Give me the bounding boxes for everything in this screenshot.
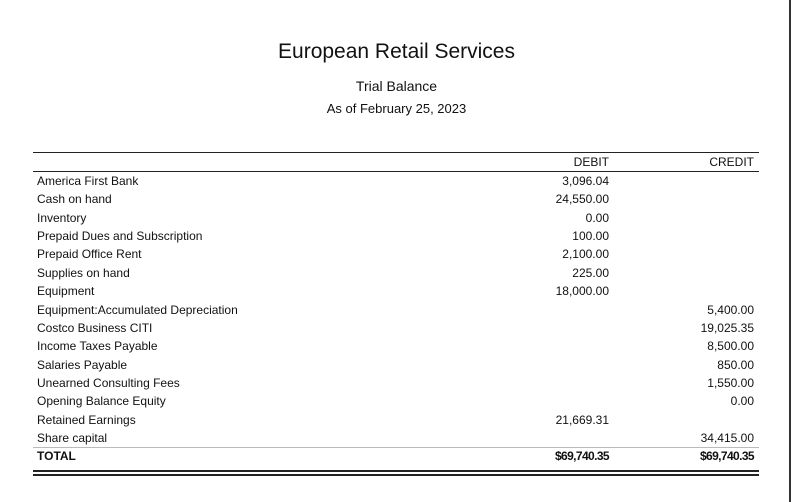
table-row: Costco Business CITI 19,025.35 (33, 319, 759, 337)
debit-value: 100.00 (572, 229, 609, 244)
credit-header: CREDIT (709, 155, 754, 169)
credit-value: 19,025.35 (700, 320, 754, 335)
account-name: Salaries Payable (37, 357, 128, 372)
account-name: Inventory (37, 210, 87, 225)
table-row: Retained Earnings 21,669.31 (33, 411, 759, 429)
table-row: Cash on hand 24,550.00 (33, 190, 759, 208)
account-name: Supplies on hand (37, 265, 130, 280)
debit-value: 3,096.04 (562, 174, 609, 188)
report-date: As of February 25, 2023 (326, 101, 467, 116)
account-name: Prepaid Office Rent (37, 247, 142, 262)
report-title: Trial Balance (355, 78, 438, 94)
account-name: Income Taxes Payable (37, 339, 158, 354)
account-name: Equipment:Accumulated Depreciation (37, 302, 238, 317)
debit-header: DEBIT (573, 155, 609, 169)
total-label: TOTAL (37, 449, 76, 463)
total-debit: $69,740.35 (554, 449, 610, 463)
table-row: Prepaid Dues and Subscription 100.00 (33, 227, 759, 245)
table-row: America First Bank 3,096.04 (33, 172, 759, 190)
account-name: Share capital (37, 431, 108, 446)
header-rule (33, 171, 759, 172)
table-row: Inventory 0.00 (33, 209, 759, 227)
debit-value: 0.00 (585, 210, 609, 225)
double-rule-top (33, 470, 759, 472)
account-name: Retained Earnings (37, 412, 136, 427)
debit-value: 24,550.00 (555, 192, 609, 207)
top-rule (33, 152, 759, 153)
total-row: TOTAL $69,740.35 $69,740.35 (33, 447, 759, 465)
table-row: Opening Balance Equity 0.00 (33, 392, 759, 410)
debit-value: 18,000.00 (555, 284, 609, 299)
account-name: Costco Business CITI (37, 320, 153, 335)
total-credit: $69,740.35 (699, 449, 755, 463)
debit-value: 21,669.31 (555, 412, 609, 427)
debit-value: 225.00 (572, 265, 609, 280)
total-rule (33, 447, 759, 448)
table-row: Salaries Payable 850.00 (33, 356, 759, 374)
table-row: Prepaid Office Rent 2,100.00 (33, 245, 759, 263)
credit-value: 34,415.00 (700, 431, 754, 446)
table-row: Equipment:Accumulated Depreciation 5,400.… (33, 301, 759, 319)
credit-value: 850.00 (717, 357, 754, 372)
account-name: Cash on hand (37, 192, 112, 207)
debit-value: 2,100.00 (562, 247, 609, 262)
account-name: Opening Balance Equity (37, 394, 166, 409)
account-name: Prepaid Dues and Subscription (37, 229, 203, 244)
credit-value: 5,400.00 (707, 302, 754, 317)
table-row: Unearned Consulting Fees 1,550.00 (33, 374, 759, 392)
credit-value: 8,500.00 (707, 339, 754, 354)
table-row: Income Taxes Payable 8,500.00 (33, 337, 759, 355)
table-row: Supplies on hand 225.00 (33, 264, 759, 282)
table-row: Share capital 34,415.00 (33, 429, 759, 447)
credit-value: 1,550.00 (707, 375, 754, 390)
page-edge (789, 0, 791, 502)
column-header-row: DEBIT CREDIT (33, 153, 759, 171)
account-name: America First Bank (37, 174, 139, 188)
table-row: Equipment 18,000.00 (33, 282, 759, 300)
company-name: European Retail Services (278, 40, 515, 63)
double-rule-bottom (33, 474, 759, 476)
account-name: Equipment (37, 284, 95, 299)
account-name: Unearned Consulting Fees (37, 375, 180, 390)
credit-value: 0.00 (730, 394, 754, 409)
